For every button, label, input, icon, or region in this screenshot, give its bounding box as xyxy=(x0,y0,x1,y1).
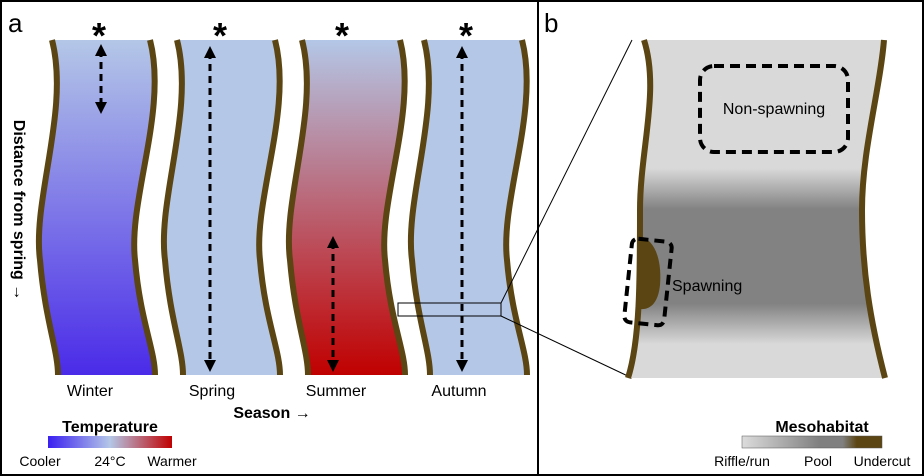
season-label: Summer xyxy=(306,383,367,400)
zone-label: Non-spawning xyxy=(723,101,825,118)
legend-bar xyxy=(48,436,172,448)
season-label: Winter xyxy=(67,383,114,400)
star: * xyxy=(459,15,473,56)
legend-label: Cooler xyxy=(19,453,61,469)
figure: a b * * * * Winter Spring Summer Autumn … xyxy=(0,0,924,476)
y-axis-label: Distance from spring → xyxy=(10,120,27,300)
zone-label: Spawning xyxy=(672,278,742,295)
season-label: Spring xyxy=(189,383,235,400)
stream xyxy=(39,40,155,375)
panel-label: b xyxy=(544,8,558,38)
legend-label: Pool xyxy=(804,453,832,469)
panel-label: a xyxy=(8,8,23,38)
x-axis-label: Season → xyxy=(233,405,310,422)
stream xyxy=(164,40,280,375)
season-label: Autumn xyxy=(431,383,486,400)
star: * xyxy=(335,15,349,56)
legend-title: Mesohabitat xyxy=(775,419,869,436)
legend-label: 24°C xyxy=(94,453,125,469)
legend-bar xyxy=(742,436,882,448)
star: * xyxy=(92,15,106,56)
stream xyxy=(289,40,405,375)
star: * xyxy=(213,15,227,56)
legend-label: Warmer xyxy=(147,453,197,469)
stream xyxy=(411,40,527,375)
legend-label: Riffle/run xyxy=(714,453,770,469)
legend-title: Temperature xyxy=(62,419,158,436)
legend-label: Undercut xyxy=(854,453,911,469)
